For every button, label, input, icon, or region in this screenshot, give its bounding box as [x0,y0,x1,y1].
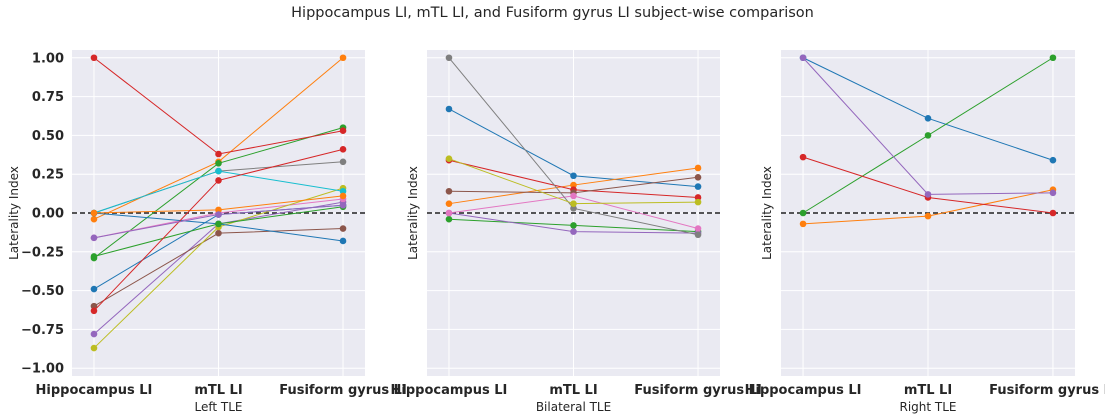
x-axis-label: Right TLE [899,400,956,414]
data-point [339,201,347,209]
data-point [339,146,347,153]
data-point [445,105,453,113]
x-tick-label: Fusiform gyrus LI [279,383,407,398]
data-point [445,187,453,195]
x-tick-label: Fusiform gyrus LI [989,383,1105,398]
data-point [694,231,702,239]
x-tick-label: Fusiform gyrus LI [634,383,762,398]
data-point [570,200,577,207]
data-point [90,307,98,315]
x-tick-label: Hippocampus LI [391,383,508,398]
chart-panel-1: 1.00 0.75 0.50 0.25 0.00 −0.25 −0.50 −0.75 −1.00… [7,50,407,414]
data-point [924,191,932,198]
data-point [570,172,577,180]
data-point [90,330,98,338]
data-point [694,225,702,232]
data-point [90,234,98,242]
y-axis-label: Laterality Index [760,166,774,260]
data-point [215,150,222,158]
y-tick-label: 0.00 [32,207,64,222]
x-axis-label: Bilateral TLE [536,400,611,414]
data-point [570,205,577,212]
data-point [445,200,453,207]
data-point [694,183,702,190]
data-point [215,177,222,184]
data-point [90,215,98,223]
y-axis-label: Laterality Index [7,166,21,260]
y-tick-label: −0.75 [21,323,64,338]
y-tick-label: −1.00 [21,362,64,377]
data-point [339,54,347,62]
data-point [570,222,577,229]
y-tick-label: −0.50 [21,284,64,299]
data-point [339,225,347,232]
data-point [445,54,453,62]
data-point [924,212,932,220]
data-point [570,228,577,235]
data-point [90,344,98,352]
data-point [445,209,453,217]
data-point [215,167,222,175]
data-point [215,229,222,237]
y-axis-label: Laterality Index [406,166,420,260]
figure-title: Hippocampus LI, mTL LI, and Fusiform gyr… [291,5,814,21]
data-point [215,211,222,218]
y-tick-label: −0.25 [21,245,64,260]
data-point [90,54,98,62]
chart-panel-3: Hippocampus LI mTL LI Fusiform gyrus LI Rig… [745,50,1105,414]
data-point [694,173,702,181]
data-point [1049,156,1057,164]
data-point [799,209,807,217]
x-tick-label: mTL LI [549,383,597,398]
data-point [90,253,98,260]
data-point [215,206,222,214]
data-point [570,192,577,200]
x-tick-label: Hippocampus LI [745,383,862,398]
chart-panel-2: Hippocampus LI mTL LI Fusiform gyrus LI Bil… [391,50,762,414]
y-tick-label: 0.25 [32,168,64,183]
data-point [799,153,807,161]
data-point [694,194,702,201]
y-tick-label: 0.75 [32,90,64,105]
data-point [215,160,222,167]
x-axis-label: Left TLE [195,400,243,414]
data-point [445,155,453,162]
y-tick-label: 1.00 [32,51,64,66]
data-point [90,302,98,310]
data-point [339,158,347,166]
data-point [1049,209,1057,217]
data-point [215,220,222,228]
y-tick-label: 0.50 [32,129,64,144]
data-point [339,127,347,135]
data-point [1049,189,1057,197]
data-point [924,132,932,139]
data-point [339,237,347,245]
data-point [339,192,347,200]
data-point [694,164,702,172]
data-point [445,215,453,223]
data-point [90,285,98,293]
data-point [1049,54,1057,62]
data-point [90,209,98,217]
data-point [339,187,347,195]
data-point [799,54,807,62]
x-tick-label: Hippocampus LI [36,383,153,398]
x-tick-label: mTL LI [194,383,242,398]
data-point [799,220,807,228]
data-point [570,181,577,189]
x-tick-label: mTL LI [904,383,952,398]
data-point [924,115,932,122]
data-point [694,198,702,206]
